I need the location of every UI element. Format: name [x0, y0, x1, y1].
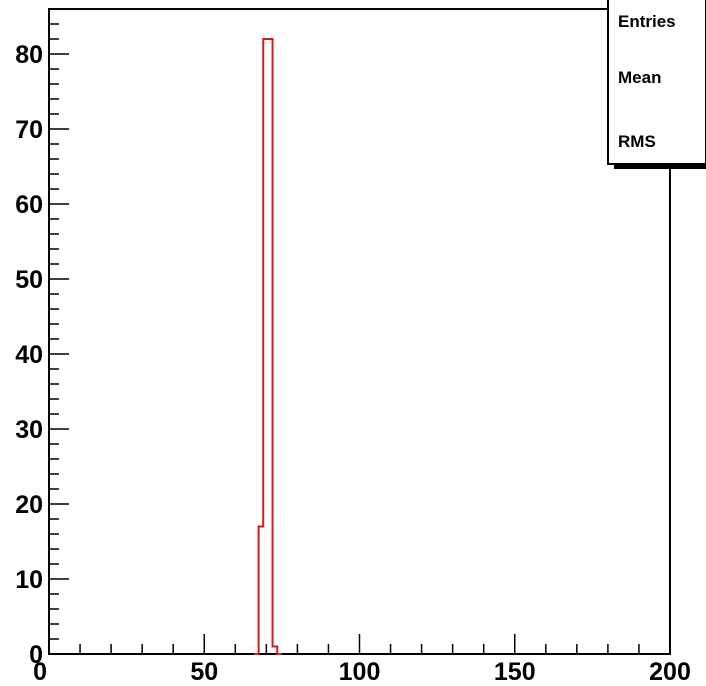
x-tick-label: 50: [190, 658, 218, 686]
y-tick-label: 40: [15, 341, 43, 369]
y-tick-label: 70: [15, 116, 43, 144]
y-tick-label: 30: [15, 416, 43, 444]
y-tick-label: 20: [15, 491, 43, 519]
stats-box: Entries Mean RMS: [607, 0, 706, 169]
y-axis: 0 10 20 30 40 50 60 70 80: [15, 8, 69, 669]
x-axis: 0 50 100 150 200: [33, 634, 691, 686]
stats-box-panel: [607, 0, 706, 165]
stats-mean-label: Mean: [618, 68, 661, 87]
histogram-series: [253, 38, 282, 655]
histogram-outline: [253, 38, 282, 655]
x-tick-label: 200: [649, 658, 691, 686]
y-tick-label: 10: [15, 566, 43, 594]
y-tick-label: 60: [15, 191, 43, 219]
x-tick-label: 150: [494, 658, 536, 686]
y-tick-label: 50: [15, 266, 43, 294]
y-tick-label: 80: [15, 41, 43, 69]
stats-rms-label: RMS: [618, 132, 656, 151]
plot-frame: [48, 8, 671, 655]
x-tick-label: 0: [33, 658, 47, 686]
y-tick-label: 0: [29, 641, 43, 669]
stats-entries-label: Entries: [618, 12, 676, 31]
x-tick-label: 100: [339, 658, 381, 686]
